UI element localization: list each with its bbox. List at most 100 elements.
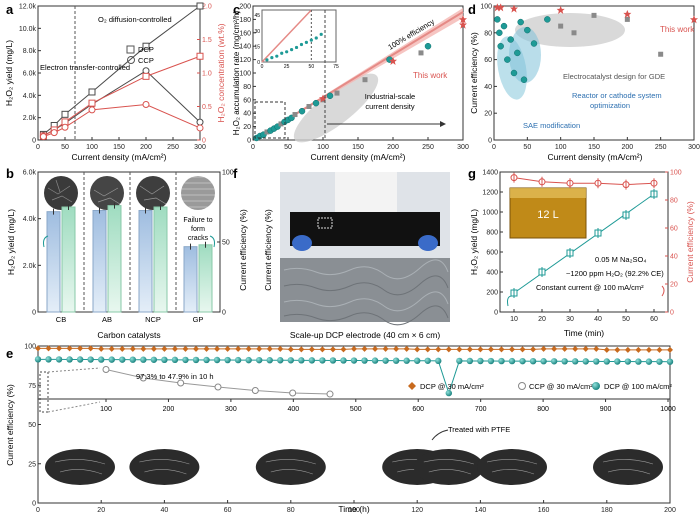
data-point-dcp30-e	[561, 345, 568, 352]
data-point-dcp100-e	[308, 357, 316, 364]
legend-label-dcp30: DCP @ 30 mA/cm²	[420, 382, 484, 391]
legend-marker-ccp-a	[127, 56, 135, 64]
data-point-dcp100-e	[55, 356, 63, 363]
data-point-dcp100-e	[76, 356, 84, 363]
annotation-this-work-c: This work	[413, 71, 448, 80]
y-axis-e-tick-label: 0	[32, 501, 36, 508]
annotation-ppm-g: ~1200 ppm H₂O₂ (92.2% CE)	[566, 269, 664, 278]
x-axis-e-tick-label: 60	[224, 507, 232, 514]
electrode-thumbnail-e	[255, 449, 326, 485]
data-point-dcp100-e	[182, 356, 189, 364]
annotation-failure-3: cracks	[188, 235, 209, 242]
data-point-dcp30-e	[667, 346, 673, 353]
y-axis-left-g-tick-label: 1400	[482, 170, 498, 177]
y-axis-left-a-tick-label: 0	[32, 138, 36, 145]
y-axis-d-tick-label: 60	[484, 57, 492, 64]
literature-point-d	[571, 30, 577, 36]
data-point-dcp100-e	[624, 358, 632, 365]
data-point-a-ccp	[142, 100, 150, 108]
annotation-o2-diffusion: O₂ diffusion-controlled	[98, 15, 172, 24]
inset-point-c	[299, 42, 304, 47]
data-point-dcp30-e	[56, 345, 63, 352]
data-point-a-ccp	[39, 133, 47, 141]
data-point-dcp100-e	[550, 358, 558, 365]
data-point-dcp100-e	[319, 357, 326, 364]
literature-point-c	[298, 107, 306, 115]
data-point-a-dcp	[196, 52, 204, 60]
data-point-ccp30-e	[177, 379, 185, 387]
lab-coat-f	[335, 172, 397, 212]
x-axis-c-tick-label: 0	[251, 144, 255, 151]
y-axis-c-tick-label: 200	[239, 4, 251, 11]
inset-frame-c	[261, 9, 337, 63]
electrode-photos-b	[44, 176, 215, 210]
x-axis-g-tick-label: 60	[650, 316, 658, 323]
ylabel-left-b: H₂O₂ yield (mg/L)	[6, 209, 16, 275]
y-axis-left-g-tick-label: 1000	[482, 210, 498, 217]
data-point-dcp100-e	[298, 357, 305, 364]
this-work-point-d	[690, 15, 698, 24]
inset-y-tick-label-c: 15	[254, 44, 260, 50]
data-point-dcp30-e	[87, 345, 94, 352]
data-point-dcp100-e	[666, 358, 674, 365]
literature-point-d	[624, 16, 630, 22]
bar-efficiency-NCP	[153, 206, 168, 313]
data-point-dcp30-e	[66, 345, 73, 352]
y-axis-c-tick-label: 20	[243, 124, 251, 131]
y-axis-left-g-tick-label: 1200	[482, 190, 498, 197]
trend-line-yield-g	[513, 193, 655, 294]
literature-point-d	[591, 12, 597, 18]
data-point-dcp30-e	[635, 346, 642, 353]
data-point-dcp100-e	[119, 356, 126, 363]
x-tick-label-b: AB	[102, 315, 112, 324]
top-x-axis-tick-label-e: 200	[163, 406, 175, 413]
x-axis-a-tick-label: 100	[86, 144, 98, 151]
literature-point-c	[362, 77, 368, 83]
data-point-dcp30-e	[319, 346, 326, 353]
data-point-dcp100-e	[266, 357, 273, 364]
panel-letter-f: f	[233, 166, 238, 181]
ylabel-f: Current efficiency (%)	[263, 209, 273, 291]
panel-letter-c: c	[233, 2, 240, 17]
literature-point-d	[514, 49, 521, 57]
x-axis-a-tick-label: 250	[167, 144, 179, 151]
panel-c: c 0 50 100 150 200 250 30002040608010012014016…	[232, 2, 469, 162]
x-axis-d-tick-label: 0	[492, 144, 496, 151]
data-point-dcp100-e	[87, 356, 94, 363]
data-point-dcp100-e	[435, 357, 442, 365]
data-point-dcp30-e	[329, 346, 336, 353]
sem-image-f	[280, 258, 450, 322]
legend-e: DCP @ 30 mA/cm² CCP @ 30 mA/cm² DCP @ 10…	[408, 382, 672, 391]
data-point-dcp100-e	[392, 357, 400, 364]
y-axis-e-tick-label: 25	[28, 461, 36, 468]
electrode-crack-pattern-e	[139, 459, 190, 475]
thumbnail-time-label-e: 150 h	[503, 485, 522, 494]
data-point-dcp100-e	[171, 356, 179, 364]
zoom-box-c	[254, 101, 286, 139]
data-point-dcp30-e	[551, 345, 558, 352]
legend-marker-dcp100	[592, 382, 600, 390]
annotation-industrial-2: current density	[365, 102, 414, 111]
bar-yield-GP	[183, 246, 198, 313]
thumbnail-time-label-e: 120 h	[408, 485, 427, 494]
ylabel-left-a: H₂O₂ yield (mg/L)	[4, 40, 14, 106]
inset-c: 0 25 50 75 0 15 30 45	[254, 9, 339, 70]
literature-point-c	[424, 42, 432, 50]
marks-a	[39, 2, 204, 141]
data-point-dcp30-e	[298, 346, 305, 353]
y-axis-left-a-tick-label: 10.0k	[19, 26, 37, 33]
data-point-dcp30-e	[129, 345, 136, 352]
inset-point-c	[265, 58, 269, 62]
data-point-dcp30-e	[224, 345, 231, 352]
annotation-electrolyte-g: 0.05 M Na₂SO₄	[595, 255, 646, 264]
top-x-axis-tick-label-e: 500	[350, 406, 362, 413]
axes-c: 0 50 100 150 200 250 3000204060801001201401601…	[239, 4, 469, 152]
data-point-ccp30-e	[251, 387, 259, 394]
annotation-ptfe: Treated with PTFE	[448, 425, 510, 434]
data-point-dcp100-e	[382, 357, 389, 364]
electrode-photo-ab	[90, 176, 124, 210]
panel-d: d 0 50 100 150 200 250 300 0 20 40 60 80 100 This wo…	[468, 2, 700, 162]
data-point-dcp30-e	[603, 346, 610, 353]
data-point-ccp30-e	[102, 366, 110, 373]
y-axis-left-b-tick-label: 2.0k	[23, 263, 37, 270]
